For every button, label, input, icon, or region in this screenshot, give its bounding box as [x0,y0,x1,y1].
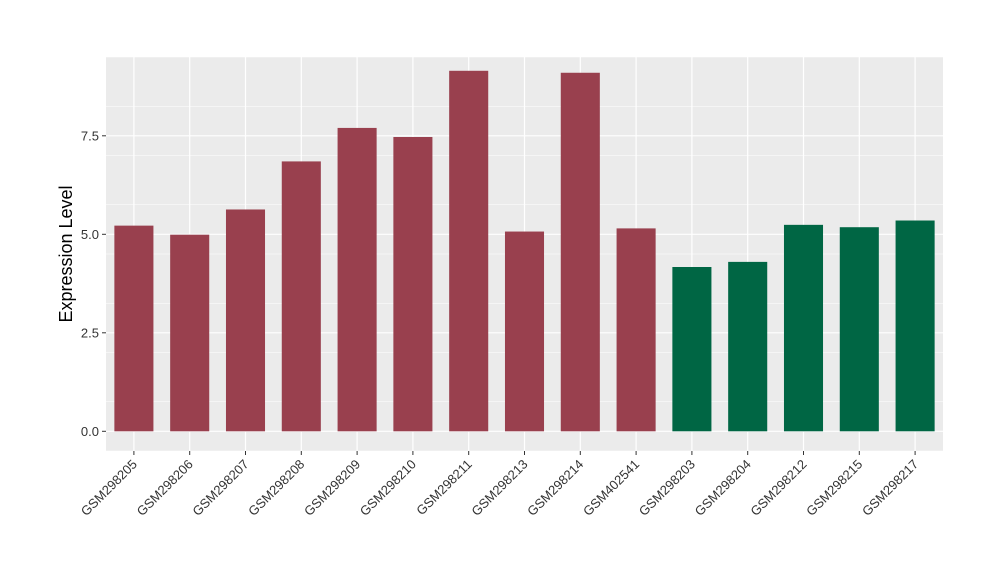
bar-gsm298217 [895,220,935,432]
bar-gsm298212 [783,224,824,432]
bar-gsm298207 [225,209,266,432]
x-tick-label: GSM298208 [245,457,307,519]
x-tick-label: GSM298203 [636,457,698,519]
bar-gsm298203 [672,267,712,432]
y-tick-label: 7.5 [81,128,99,143]
x-tick-label: GSM298206 [134,457,196,519]
y-axis-title: Expression Level [56,185,76,322]
x-tick-label: GSM298213 [468,457,530,519]
bars [114,70,935,432]
y-tick-label: 2.5 [81,325,99,340]
bar-gsm298213 [504,231,545,432]
x-axis: GSM298205GSM298206GSM298207GSM298208GSM2… [78,451,921,519]
bar-gsm298205 [114,225,154,432]
bar-gsm298204 [728,261,768,432]
y-tick-label: 0.0 [81,424,99,439]
x-tick-label: GSM298207 [189,457,251,519]
y-axis: 0.0 2.5 5.0 7.5 [81,128,106,439]
bar-gsm298210 [393,136,433,432]
x-tick-label: GSM298212 [747,457,809,519]
x-tick-label: GSM298204 [692,457,754,519]
x-tick-label: GSM298205 [78,457,140,519]
x-tick-label: GSM298209 [301,457,363,519]
bar-gsm298208 [281,161,321,432]
bar-gsm298211 [449,70,489,432]
bar-gsm402541 [616,228,656,432]
bar-gsm298214 [560,72,600,432]
x-tick-label: GSM298211 [413,457,475,519]
x-tick-label: GSM298210 [357,457,419,519]
x-tick-label: GSM298217 [859,457,921,519]
y-tick-label: 5.0 [81,227,99,242]
bar-gsm298209 [337,127,377,432]
bar-gsm298206 [170,234,210,432]
x-tick-label: GSM298215 [803,457,865,519]
x-tick-label: GSM402541 [580,457,642,519]
x-tick-label: GSM298214 [524,457,586,519]
bar-gsm298215 [839,227,879,432]
